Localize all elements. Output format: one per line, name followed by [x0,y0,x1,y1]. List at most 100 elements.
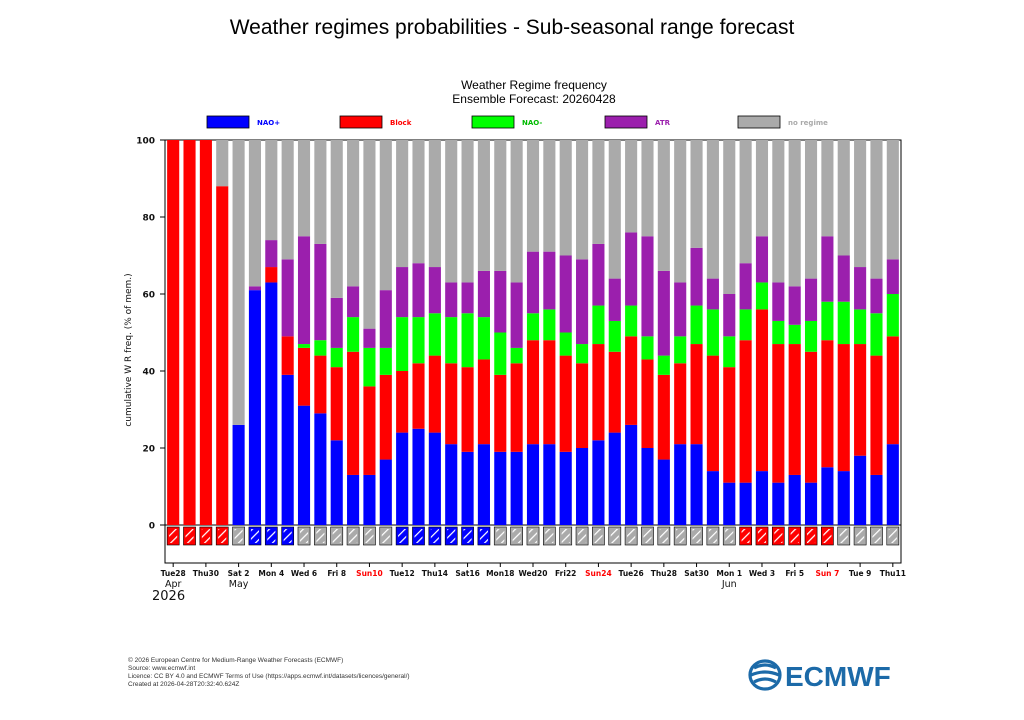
x-tick-label-28: Tue26 [619,569,644,578]
bar-block-day-10 [330,367,343,441]
footer-licence: Licence: CC BY 4.0 and ECMWF Terms of Us… [128,673,410,680]
bar-atr-day-21 [510,282,523,348]
bar-nao--day-23 [543,309,556,341]
regime-hatch-day-36 [757,529,767,543]
x-tick-label-34: Mon 1 [716,569,742,578]
bar-nao--day-32 [690,444,703,525]
chart-legend: NAO+ Block NAO- ATR no regime [206,115,828,129]
bar-no-regime-day-12 [363,140,376,329]
bar-nao--day-14 [396,432,409,525]
bar-nao--day-42 [854,309,867,345]
ecmwf-globe-icon [748,659,782,691]
bar-nao--day-15 [412,317,425,364]
bar-nao--day-22 [526,313,540,341]
bar-no-regime-day-40 [821,140,834,237]
bar-nao--day-41 [837,471,850,525]
bar-block-day-25 [576,363,589,448]
bar-block-day-13 [379,374,392,460]
regime-hatch-day-42 [856,529,865,543]
bar-nao--day-29 [641,336,654,360]
bar-nao--day-37 [772,482,785,525]
y-axis-label: cumulative W R freq. (% of mem.) [124,273,134,426]
bar-no-regime-day-18 [461,140,474,283]
legend-swatch-atr [604,115,648,129]
bar-atr-day-16 [428,267,441,314]
bar-block-day-14 [396,371,409,433]
year-label: 2026 [152,589,185,604]
bar-nao--day-21 [510,347,523,364]
bar-no-regime-day-17 [445,140,458,283]
bar-nao--day-35 [739,309,752,341]
bar-no-regime-day-15 [412,140,425,264]
month-label-apr: Apr [165,579,182,590]
x-tick-label-22: Wed20 [519,569,548,578]
legend-swatch-nao- [471,115,515,129]
x-tick-label-8: Wed 6 [291,569,317,578]
bar-no-regime-day-13 [379,140,392,291]
logo-text: ECMWF [785,661,891,692]
bar-nao--day-34 [723,336,736,368]
bar-nao--day-12 [363,474,376,525]
bar-nao--day-27 [608,432,621,525]
bar-nao--day-36 [755,282,769,310]
bar-atr-day-19 [477,270,490,318]
bar-nao--day-24 [559,332,572,356]
bar-block-day-43 [870,355,883,475]
regime-hatch-day-23 [545,529,554,543]
regime-hatch-day-18 [463,529,472,543]
bar-atr-day-33 [706,278,719,310]
bar-no-regime-day-22 [526,140,540,252]
regime-hatch-day-35 [741,529,750,543]
bar-block-day-17 [445,363,458,445]
bar-nao--day-43 [870,313,883,356]
regime-hatch-day-26 [594,529,603,543]
bar-no-regime-day-39 [804,140,818,279]
x-tick-label-16: Thu14 [422,569,448,578]
page-title: Weather regimes probabilities - Sub-seas… [229,16,795,39]
bar-no-regime-day-21 [510,140,523,283]
bar-nao--day-20 [494,451,507,525]
bar-no-regime-day-24 [559,140,572,256]
x-tick-label-6: Mon 4 [258,569,284,578]
bar-atr-day-14 [396,267,409,318]
bar-nao--day-6 [265,282,278,525]
bar-nao--day-28 [625,305,638,337]
bar-nao--day-14 [396,317,409,371]
regime-hatch-day-38 [790,529,799,543]
bar-nao--day-39 [804,320,818,352]
bar-atr-day-32 [690,247,703,306]
regime-hatch-day-4 [234,529,243,543]
bar-block-day-28 [625,336,638,425]
regime-hatch-day-13 [381,529,390,543]
bar-atr-day-30 [657,270,670,356]
bar-block-day-40 [821,340,834,468]
bar-nao--day-33 [706,309,719,356]
regime-hatch-day-37 [774,529,783,543]
regime-hatch-day-24 [561,529,570,543]
bar-block-day-9 [314,355,327,414]
bar-no-regime-day-7 [281,140,294,260]
regime-hatch-day-15 [414,529,423,543]
x-tick-label-14: Tue12 [390,569,415,578]
bar-nao--day-7 [281,374,294,525]
regime-hatch-day-27 [610,529,619,543]
bar-atr-day-5 [248,286,261,291]
bar-no-regime-day-33 [706,140,719,279]
bar-block-day-35 [739,340,752,483]
regime-hatch-day-44 [888,529,897,543]
x-tick-label-42: Tue 9 [849,569,872,578]
bar-nao--day-27 [608,320,621,352]
bar-nao--day-39 [804,482,818,525]
y-tick-label-80: 80 [142,214,155,224]
bar-atr-day-43 [870,278,883,314]
legend-label-nao-: NAO+ [257,119,280,127]
bar-block-day-24 [559,355,572,452]
bar-nao--day-19 [477,444,490,525]
bar-block-day-32 [690,344,703,445]
bar-nao--day-13 [379,347,392,375]
regime-hatch-day-29 [643,529,652,543]
bar-nao--day-42 [854,455,867,525]
x-tick-label-20: Mon18 [486,569,514,578]
bar-block-day-12 [363,386,376,475]
bar-nao--day-31 [674,444,687,525]
